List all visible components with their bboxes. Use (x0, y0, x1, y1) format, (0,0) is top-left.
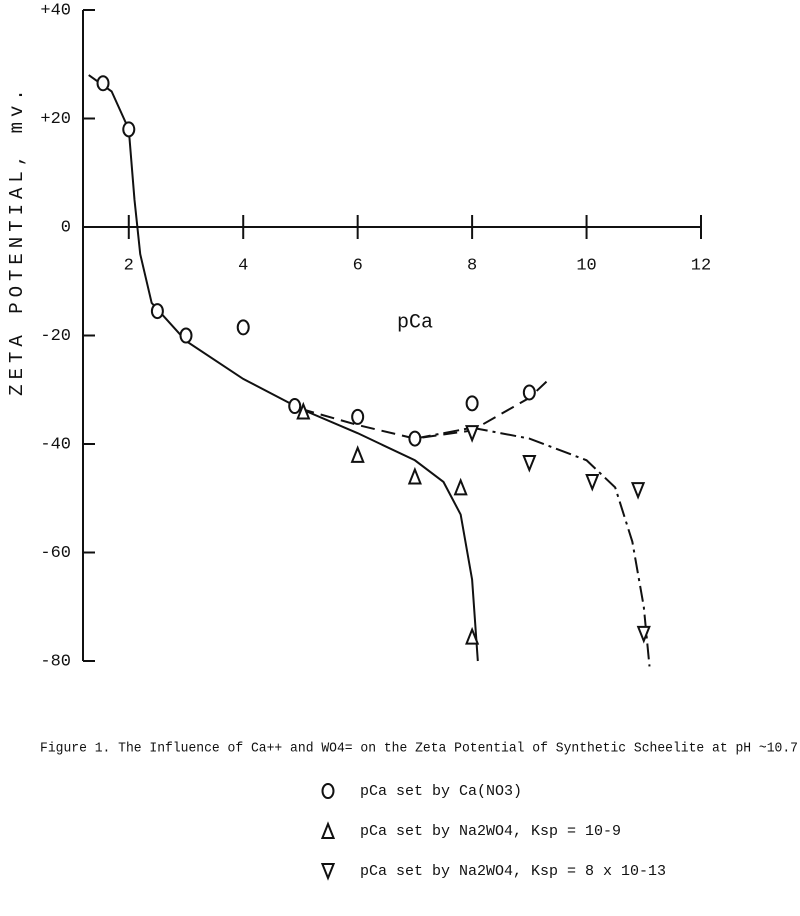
data-point (408, 430, 422, 447)
data-point (465, 395, 479, 412)
legend-marker (321, 783, 335, 799)
legend-marker (320, 863, 336, 881)
data-point (179, 327, 193, 344)
y-tick-label: -20 (40, 327, 71, 346)
legend-label: pCa set by Na2WO4, Ksp = 10-9 (360, 823, 621, 840)
x-tick-label: 8 (467, 256, 477, 275)
data-point (236, 319, 250, 336)
legend-marker (320, 821, 336, 839)
caption: Figure 1. The Influence of Ca++ and WO4=… (40, 741, 798, 757)
data-point (96, 75, 110, 92)
x-tick-label: 6 (353, 256, 363, 275)
y-tick-label: -40 (40, 435, 71, 454)
data-point (296, 401, 311, 420)
data-point (288, 398, 302, 415)
x-tick-label: 4 (238, 256, 248, 275)
x-tick-label: 2 (124, 256, 134, 275)
y-tick-label: +20 (40, 110, 71, 129)
x-tick-label: 10 (576, 256, 596, 275)
y-tick-label: +40 (40, 1, 71, 20)
x-tick-label: 12 (691, 256, 711, 275)
data-point (630, 482, 646, 500)
x-axis-label: pCa (397, 311, 433, 334)
data-point (465, 425, 480, 443)
y-axis-label: ZETA POTENTIAL, mv. (6, 84, 28, 396)
fit-curve (414, 426, 651, 667)
y-tick-label: -60 (40, 544, 71, 563)
data-point (522, 454, 537, 473)
fit-curve (88, 74, 479, 662)
y-tick-label: 0 (61, 218, 71, 237)
data-point (351, 408, 365, 425)
data-point (407, 466, 422, 485)
data-point (122, 121, 136, 138)
y-tick-label: -80 (40, 652, 71, 671)
data-point (150, 303, 164, 320)
fit-curve (300, 380, 548, 440)
data-point (350, 445, 365, 463)
data-point (465, 626, 480, 645)
legend-label: pCa set by Na2WO4, Ksp = 8 x 10-13 (360, 863, 666, 880)
data-point (453, 477, 468, 496)
legend-label: pCa set by Ca(NO3) (360, 783, 522, 800)
data-point (636, 625, 651, 644)
data-point (522, 384, 536, 401)
data-point (585, 473, 600, 492)
